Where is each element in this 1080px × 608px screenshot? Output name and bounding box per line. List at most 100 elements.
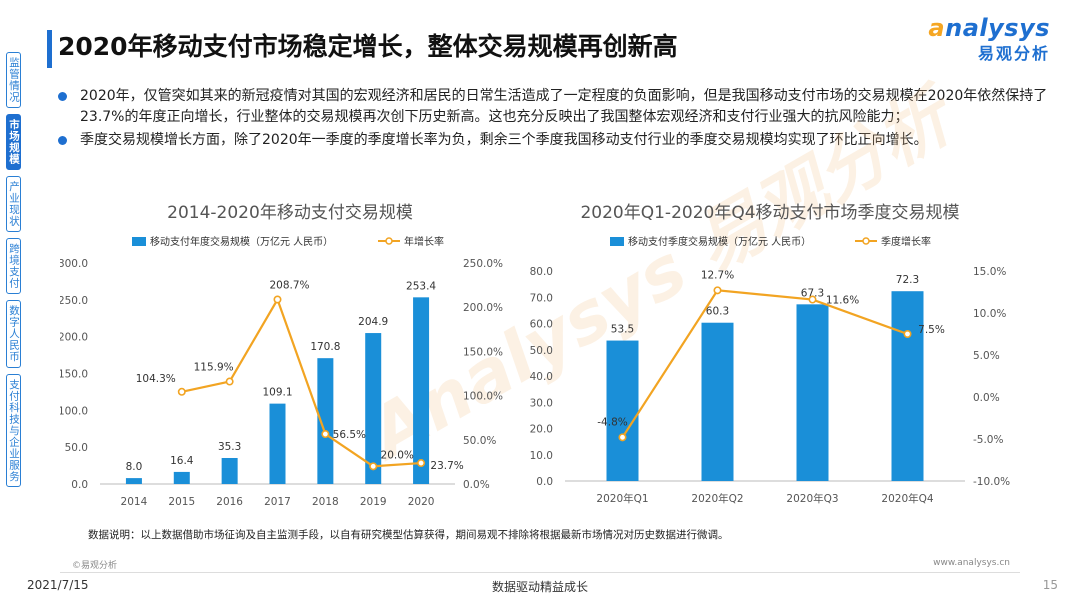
y-tick-left: 0.0 bbox=[71, 479, 88, 491]
growth-point bbox=[273, 295, 282, 304]
y-tick-left: 60.0 bbox=[530, 319, 553, 331]
growth-value-label: 115.9% bbox=[194, 362, 234, 374]
bullet-item: 2020年，仅管突如其来的新冠疫情对其国的宏观经济和居民的日常生活造成了一定程度… bbox=[58, 86, 1048, 128]
bar-value-label: 72.3 bbox=[896, 274, 919, 286]
x-tick-label: 2018 bbox=[312, 496, 339, 508]
bar bbox=[606, 340, 639, 481]
bar-value-label: 109.1 bbox=[262, 387, 292, 399]
x-tick-label: 2014 bbox=[121, 496, 148, 508]
summary-bullets: 2020年，仅管突如其来的新冠疫情对其国的宏观经济和居民的日常生活造成了一定程度… bbox=[58, 86, 1048, 153]
footer-slogan: 数据驱动精益成长 bbox=[491, 580, 588, 594]
growth-point bbox=[618, 433, 627, 442]
y-tick-left: 300.0 bbox=[60, 258, 88, 270]
logo-chinese: 易观分析 bbox=[977, 44, 1050, 63]
legend-line-marker bbox=[862, 237, 870, 245]
growth-value-label: 56.5% bbox=[333, 429, 366, 441]
y-tick-right: 250.0% bbox=[463, 258, 503, 270]
y-tick-left: 250.0 bbox=[60, 295, 88, 307]
y-tick-right: 150.0% bbox=[463, 346, 503, 358]
bar bbox=[365, 333, 382, 484]
growth-point bbox=[177, 387, 186, 396]
bullet-dot-icon bbox=[58, 92, 67, 101]
y-tick-left: 20.0 bbox=[530, 424, 553, 436]
bar-value-label: 35.3 bbox=[218, 441, 241, 453]
legend-bar-swatch bbox=[610, 237, 624, 246]
chart-title: 2014-2020年移动支付交易规模 bbox=[167, 203, 413, 223]
bar-value-label: 8.0 bbox=[126, 461, 143, 473]
bar bbox=[317, 358, 334, 484]
copyright: ©易观分析 bbox=[72, 561, 118, 571]
bar-value-label: 60.3 bbox=[706, 306, 729, 318]
legend-bar-label: 移动支付年度交易规模（万亿元 人民币） bbox=[150, 235, 333, 248]
growth-point bbox=[903, 330, 912, 339]
y-tick-right: 0.0% bbox=[463, 479, 490, 491]
bar bbox=[125, 478, 142, 484]
bullet-text: 2020年，仅管突如其来的新冠疫情对其国的宏观经济和居民的日常生活造成了一定程度… bbox=[80, 88, 1048, 125]
legend-line-marker bbox=[385, 237, 393, 245]
x-tick-label: 2019 bbox=[360, 496, 387, 508]
bar-value-label: 16.4 bbox=[170, 455, 194, 467]
bar-value-label: 170.8 bbox=[310, 341, 340, 353]
x-tick-label: 2015 bbox=[168, 496, 195, 508]
x-tick-label: 2020年Q1 bbox=[596, 492, 648, 505]
bar-value-label: 67.3 bbox=[801, 287, 824, 299]
bar bbox=[413, 297, 430, 484]
brand-logo: analysys 易观分析 bbox=[928, 14, 1050, 64]
x-tick-label: 2020年Q2 bbox=[691, 492, 743, 505]
x-tick-label: 2017 bbox=[264, 496, 291, 508]
growth-point bbox=[417, 459, 426, 468]
growth-point bbox=[713, 286, 722, 295]
y-tick-left: 50.0 bbox=[65, 442, 88, 454]
growth-line bbox=[181, 296, 422, 468]
x-tick-label: 2020 bbox=[408, 496, 435, 508]
y-tick-left: 70.0 bbox=[530, 292, 553, 304]
bar bbox=[269, 403, 286, 484]
bar bbox=[221, 457, 238, 484]
y-tick-right: 50.0% bbox=[463, 435, 496, 447]
legend-line-label: 年增长率 bbox=[404, 235, 444, 248]
growth-point bbox=[808, 295, 817, 304]
x-tick-label: 2016 bbox=[216, 496, 243, 508]
quarterly-chart: 2020年Q1-2020年Q4移动支付市场季度交易规模移动支付季度交易规模（万亿… bbox=[530, 203, 1011, 505]
logo-first-letter: a bbox=[928, 14, 946, 42]
y-tick-right: 0.0% bbox=[973, 392, 1000, 404]
y-tick-left: 30.0 bbox=[530, 397, 553, 409]
bar-value-label: 53.5 bbox=[611, 324, 634, 336]
growth-point bbox=[369, 462, 378, 471]
legend-line-label: 季度增长率 bbox=[881, 235, 931, 248]
sidebar-item-industry-status[interactable]: 产业现状 bbox=[6, 176, 21, 232]
sidebar-item-regulation[interactable]: 监管情况 bbox=[6, 52, 21, 108]
bullet-text: 季度交易规模增长方面，除了2020年一季度的季度增长率为负，剩余三个季度我国移动… bbox=[80, 132, 928, 148]
y-tick-right: 5.0% bbox=[973, 350, 1000, 362]
y-tick-right: 10.0% bbox=[973, 308, 1006, 320]
legend-bar-label: 移动支付季度交易规模（万亿元 人民币） bbox=[628, 235, 811, 248]
logo-rest: nalysys bbox=[945, 14, 1050, 42]
growth-value-label: 11.6% bbox=[826, 295, 859, 307]
sidebar-item-payment-tech[interactable]: 支付科技与企业服务 bbox=[6, 373, 21, 487]
y-tick-left: 150.0 bbox=[60, 369, 88, 381]
website-link[interactable]: www.analysys.cn bbox=[933, 558, 1010, 568]
y-tick-right: -5.0% bbox=[973, 434, 1003, 446]
growth-point bbox=[225, 377, 234, 386]
y-tick-right: -10.0% bbox=[973, 476, 1010, 488]
logo-wordmark: analysys bbox=[928, 14, 1050, 42]
y-tick-right: 200.0% bbox=[463, 302, 503, 314]
sidebar-item-market-size[interactable]: 市场规模 bbox=[6, 114, 21, 170]
bullet-dot-icon bbox=[58, 136, 67, 145]
y-tick-left: 0.0 bbox=[536, 476, 553, 488]
growth-value-label: 104.3% bbox=[136, 373, 176, 385]
page-title: 2020年移动支付市场稳定增长，整体交易规模再创新高 bbox=[58, 32, 678, 61]
legend-bar-swatch bbox=[132, 237, 146, 246]
sidebar-item-cross-border[interactable]: 跨境支付 bbox=[6, 238, 21, 294]
growth-value-label: -4.8% bbox=[597, 416, 627, 428]
bar bbox=[173, 471, 190, 484]
x-tick-label: 2020年Q4 bbox=[881, 492, 933, 505]
growth-point bbox=[321, 430, 330, 439]
y-tick-right: 100.0% bbox=[463, 391, 503, 403]
sidebar-nav: 监管情况 市场规模 产业现状 跨境支付 数字人民币 支付科技与企业服务 bbox=[6, 52, 30, 493]
footer-divider bbox=[60, 572, 1020, 573]
growth-value-label: 208.7% bbox=[269, 280, 309, 292]
sidebar-item-digital-rmb[interactable]: 数字人民币 bbox=[6, 300, 21, 368]
y-tick-left: 100.0 bbox=[60, 405, 88, 417]
